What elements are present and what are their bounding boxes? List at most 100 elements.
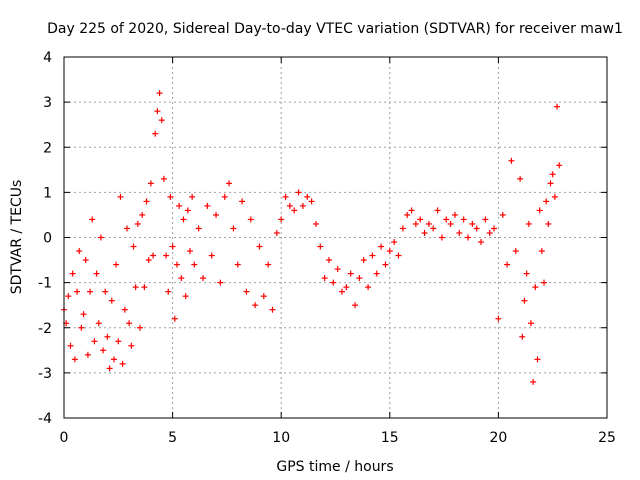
data-point	[554, 103, 561, 110]
data-point	[438, 234, 445, 241]
data-point	[278, 216, 285, 223]
data-point	[530, 378, 537, 385]
y-tick-label: 3	[43, 95, 52, 111]
data-point	[321, 275, 328, 282]
data-point	[100, 347, 107, 354]
data-point	[256, 243, 263, 250]
data-point	[549, 171, 556, 178]
data-point	[512, 248, 519, 255]
data-point	[213, 211, 220, 218]
data-point	[482, 216, 489, 223]
data-point	[282, 193, 289, 200]
data-point	[95, 320, 102, 327]
data-point	[150, 252, 157, 259]
data-point	[408, 207, 415, 214]
data-point	[139, 211, 146, 218]
data-point	[67, 342, 74, 349]
data-point	[189, 193, 196, 200]
y-tick-label: 4	[43, 50, 52, 66]
data-point	[504, 261, 511, 268]
data-point	[391, 239, 398, 246]
x-tick-label: 10	[272, 430, 290, 446]
data-point	[551, 193, 558, 200]
data-point	[173, 261, 180, 268]
data-point	[508, 157, 515, 164]
data-point	[430, 225, 437, 232]
data-point	[167, 193, 174, 200]
data-point	[108, 297, 115, 304]
data-point	[152, 130, 159, 137]
data-point	[434, 207, 441, 214]
data-point	[169, 243, 176, 250]
y-tick-label: 2	[43, 140, 52, 156]
chart-title: Day 225 of 2020, Sidereal Day-to-day VTE…	[47, 21, 623, 37]
data-point	[76, 248, 83, 255]
data-point	[317, 243, 324, 250]
data-point	[221, 193, 228, 200]
x-tick-label: 15	[381, 430, 399, 446]
data-point	[143, 198, 150, 205]
data-point	[412, 220, 419, 227]
data-point	[541, 279, 548, 286]
data-point	[464, 234, 471, 241]
data-point	[286, 202, 293, 209]
data-point	[312, 220, 319, 227]
data-point	[74, 288, 81, 295]
x-tick-label: 20	[489, 430, 507, 446]
data-point	[243, 288, 250, 295]
data-point	[308, 198, 315, 205]
data-point	[239, 198, 246, 205]
data-point	[217, 279, 224, 286]
data-point	[195, 225, 202, 232]
y-tick-label: -1	[38, 276, 52, 292]
data-point	[299, 202, 306, 209]
data-point	[517, 175, 524, 182]
data-point	[360, 257, 367, 264]
data-point	[69, 270, 76, 277]
data-point	[191, 261, 198, 268]
data-point	[447, 220, 454, 227]
data-point	[158, 117, 165, 124]
data-point	[80, 311, 87, 318]
data-point	[325, 257, 332, 264]
data-point	[486, 229, 493, 236]
data-point	[386, 248, 393, 255]
data-point	[91, 338, 98, 345]
data-point	[456, 229, 463, 236]
data-point	[527, 320, 534, 327]
data-point	[373, 270, 380, 277]
data-point	[176, 202, 183, 209]
data-point	[378, 243, 385, 250]
data-point	[204, 202, 211, 209]
data-point	[123, 225, 130, 232]
data-point	[460, 216, 467, 223]
data-point	[84, 351, 91, 358]
data-point	[473, 225, 480, 232]
data-point	[343, 284, 350, 291]
data-point	[395, 252, 402, 259]
data-point	[534, 356, 541, 363]
data-point	[499, 211, 506, 218]
data-point	[382, 261, 389, 268]
data-point	[113, 261, 120, 268]
data-point	[252, 302, 259, 309]
data-point	[178, 275, 185, 282]
data-point	[78, 324, 85, 331]
data-point	[260, 293, 267, 300]
data-point	[519, 333, 526, 340]
data-point	[491, 225, 498, 232]
data-point	[163, 252, 170, 259]
data-point	[180, 216, 187, 223]
data-points	[61, 90, 563, 385]
data-point	[365, 284, 372, 291]
data-point	[421, 229, 428, 236]
data-point	[134, 220, 141, 227]
data-point	[104, 333, 111, 340]
data-point	[339, 288, 346, 295]
data-point	[399, 225, 406, 232]
data-point	[547, 180, 554, 187]
data-point	[156, 90, 163, 97]
data-point	[543, 198, 550, 205]
data-point	[451, 211, 458, 218]
data-point	[65, 293, 72, 300]
